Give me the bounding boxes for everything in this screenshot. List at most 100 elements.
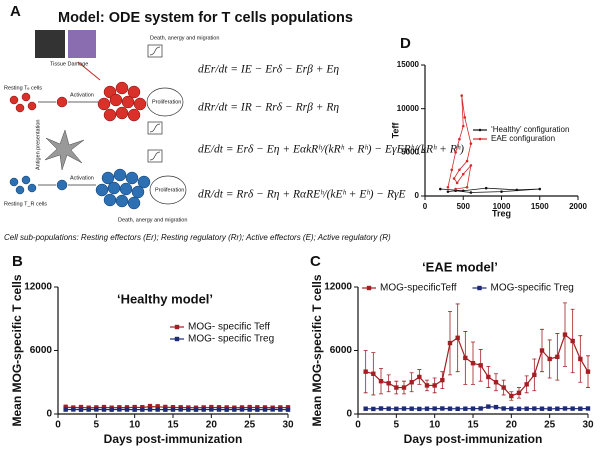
data-point: [501, 385, 506, 390]
data-point: [363, 406, 368, 411]
x-tick-label: 0: [55, 420, 61, 431]
data-point: [478, 363, 483, 368]
x-tick-label: 2000: [569, 202, 587, 211]
x-tick-label: 15: [467, 420, 479, 431]
data-point: [94, 407, 99, 412]
data-point: [493, 404, 499, 410]
equation: dEr/dt = IE − Erδ − Erβ + Eη: [198, 64, 339, 76]
data-point: [278, 407, 283, 412]
data-point: [478, 406, 483, 411]
data-point: [378, 406, 384, 411]
data-point: [63, 404, 68, 410]
diagram-label: Antigen presentation: [35, 120, 41, 170]
y-axis-label: Mean MOG-specific T cells: [10, 274, 24, 426]
data-point: [470, 361, 476, 366]
data-point: [417, 374, 422, 380]
y-axis-label: Mean MOG-specific T cells: [310, 274, 324, 426]
data-point: [386, 406, 391, 411]
series-line: [447, 95, 472, 190]
data-point: [78, 405, 84, 410]
data-point: [262, 407, 268, 412]
data-point: [539, 406, 545, 411]
equation: dR/dt = Rrδ − Rη + RαREʰ/(kEʰ + Eʰ) − Rγ…: [198, 189, 406, 201]
data-point: [285, 407, 291, 412]
data-point: [401, 385, 407, 390]
data-point: [186, 407, 191, 412]
y-tick-label: 6000: [330, 345, 353, 356]
data-point: [455, 181, 459, 185]
data-point: [378, 378, 384, 384]
y-tick-label: 0: [46, 409, 52, 420]
data-point: [450, 168, 454, 172]
diagram-label: Activation: [70, 92, 94, 98]
data-point: [461, 124, 465, 128]
data-point: [409, 380, 414, 385]
data-point: [424, 383, 430, 388]
legend-label: ‘Healthy’ configuration: [491, 125, 569, 134]
data-point: [78, 407, 84, 412]
arrow: [77, 61, 101, 81]
y-tick-label: 12000: [324, 282, 352, 293]
data-point: [201, 407, 206, 412]
brain-image: [35, 30, 65, 58]
data-point: [578, 356, 583, 362]
data-point: [470, 406, 476, 411]
x-tick-label: 20: [506, 420, 518, 431]
data-point: [132, 405, 137, 410]
data-point: [178, 407, 183, 412]
data-point: [460, 94, 464, 97]
panel-label: B: [12, 253, 23, 270]
diagram-label: Resting T_R cells: [4, 201, 47, 207]
data-point: [516, 390, 522, 396]
data-point: [224, 407, 229, 412]
data-point: [461, 172, 465, 176]
data-point: [570, 338, 575, 344]
data-point: [562, 332, 568, 337]
data-point: [447, 406, 453, 411]
data-point: [446, 185, 450, 189]
data-point: [394, 385, 399, 390]
data-point: [469, 191, 473, 194]
panel-label: A: [10, 3, 21, 20]
data-point: [509, 406, 514, 411]
x-tick-label: 0: [423, 202, 428, 211]
data-point: [86, 407, 91, 412]
data-point: [524, 382, 529, 387]
x-tick-label: 5: [394, 420, 400, 431]
x-tick-label: 500: [457, 202, 471, 211]
y-axis-label: Teff: [390, 122, 400, 139]
data-point: [532, 406, 537, 411]
legend-marker: [477, 285, 482, 291]
data-point: [455, 406, 460, 412]
legend-label: MOG- specific Treg: [188, 334, 274, 345]
diagram-label: Resting Tₑ cells: [4, 85, 42, 91]
data-point: [371, 406, 376, 412]
data-point: [469, 142, 473, 145]
data-point: [539, 348, 545, 353]
legend-label: MOG- specific Teff: [188, 322, 270, 333]
data-point: [432, 383, 437, 388]
data-point: [371, 371, 376, 376]
data-point: [454, 151, 457, 154]
x-tick-label: 25: [244, 420, 256, 431]
legend-marker: [174, 324, 180, 330]
diagram-label: Activation: [70, 175, 94, 181]
data-point: [469, 164, 473, 167]
data-point: [247, 407, 252, 412]
x-tick-label: 15: [167, 420, 179, 431]
data-point: [463, 406, 468, 411]
data-point: [270, 407, 275, 412]
data-point: [509, 393, 514, 399]
resting-effector-cells: [9, 92, 68, 113]
x-tick-label: 10: [429, 420, 441, 431]
data-point: [585, 406, 591, 411]
x-tick-label: 5: [94, 420, 100, 431]
data-point: [140, 407, 145, 412]
data-point: [163, 407, 168, 412]
data-point: [255, 407, 260, 412]
data-point: [447, 340, 453, 346]
data-point: [446, 190, 450, 193]
equation: dE/dt = Erδ − Eη + EαkRʰ/(kRʰ + Rʰ) − Eγ…: [198, 144, 464, 156]
data-point: [516, 406, 522, 412]
